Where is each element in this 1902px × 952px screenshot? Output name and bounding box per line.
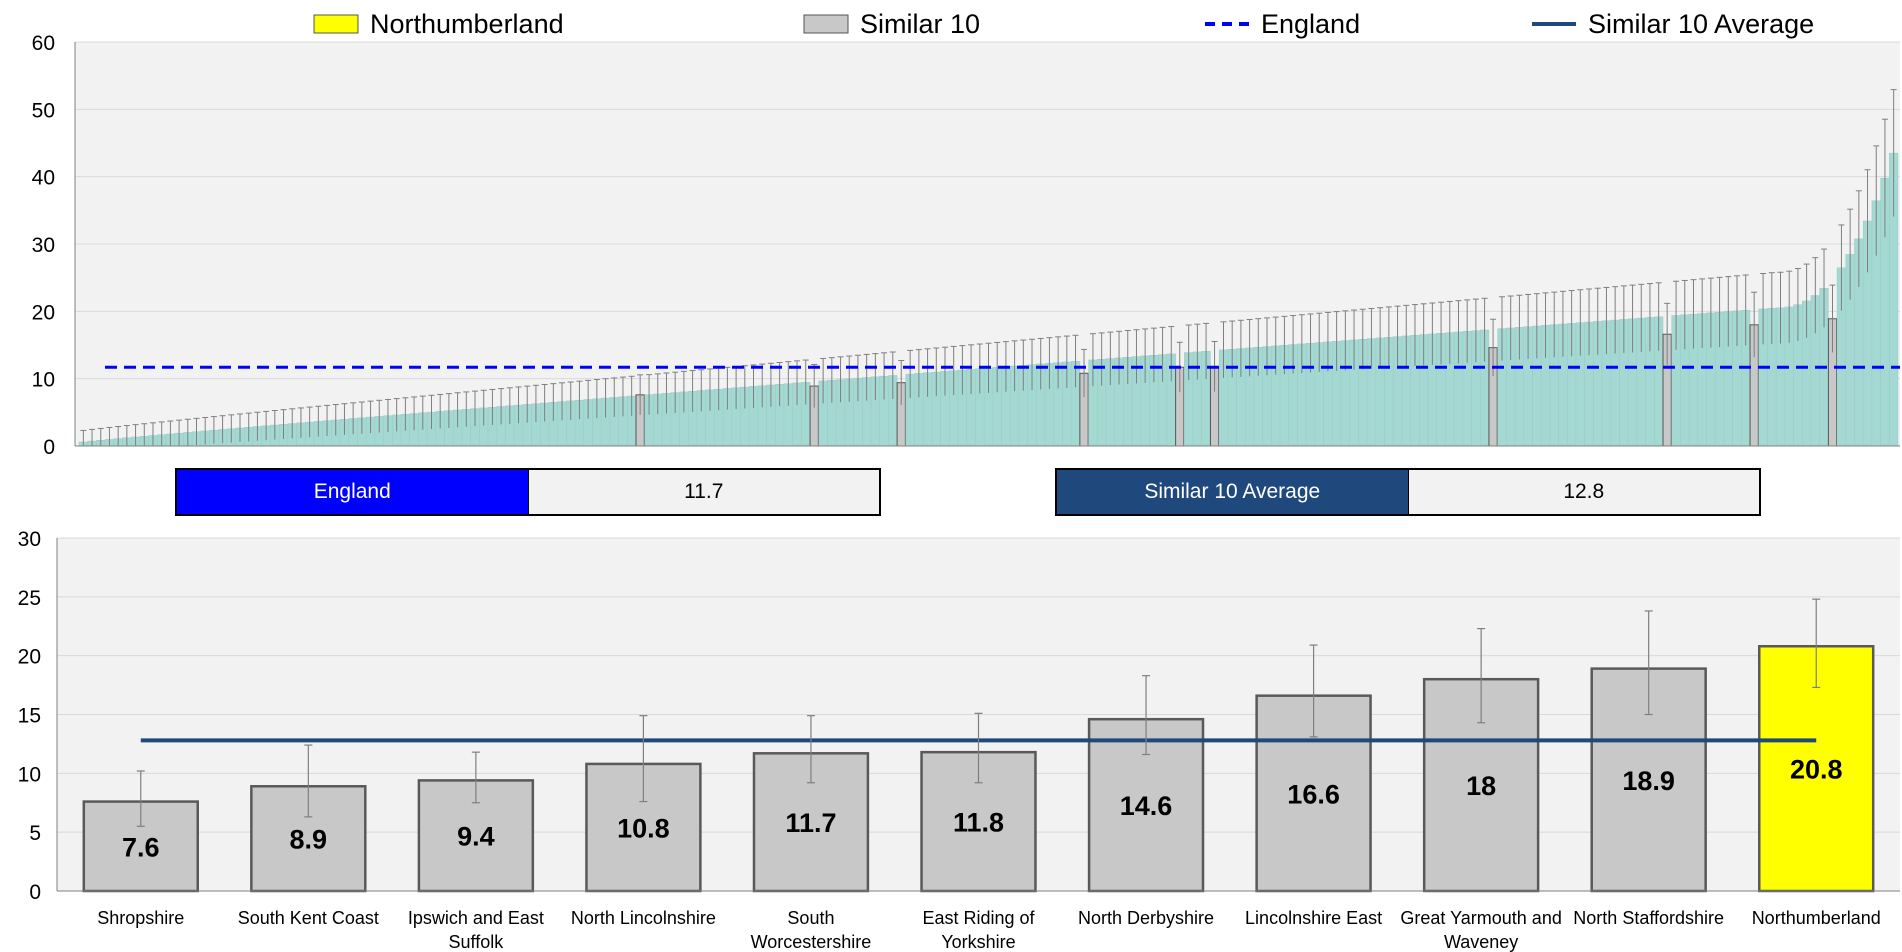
top-y-tick-label: 40 [32, 167, 55, 190]
bottom-value-label: 9.4 [457, 822, 495, 852]
x-tick-label: East Riding of Yorkshire [922, 908, 1035, 952]
bottom-value-label: 20.8 [1790, 755, 1843, 785]
bottom-y-tick-label: 25 [18, 587, 41, 610]
x-tick-label: Lincolnshire East [1245, 908, 1382, 928]
legend-swatch [313, 14, 359, 34]
legend-label: Similar 10 Average [1588, 9, 1814, 39]
bottom-chart: 0 5 10 15 20 25 30 7.6 8.9 9.4 10.8 11.7 11.8 14.6 16.… [18, 528, 1900, 952]
bottom-value-label: 16.6 [1287, 779, 1340, 809]
bottom-y-tick-label: 30 [18, 528, 41, 551]
similar-average-summary-label: Similar 10 Average [1057, 470, 1408, 514]
bottom-value-label: 7.6 [122, 832, 160, 862]
top-y-tick-label: 20 [32, 301, 55, 324]
bottom-y-tick-label: 10 [18, 763, 41, 786]
top-y-tick-label: 50 [32, 99, 55, 122]
x-tick-label: North Staffordshire [1573, 908, 1724, 928]
x-tick-label: Great Yarmouth and Waveney [1400, 908, 1561, 952]
x-tick-label: Shropshire [97, 908, 184, 928]
england-summary-label: England [177, 470, 528, 514]
bottom-y-tick-label: 15 [18, 705, 41, 728]
legend-label: Northumberland [370, 9, 564, 39]
bottom-value-label: 18 [1466, 771, 1496, 801]
top-legend: Northumberland Similar 10 England Similar 1… [313, 9, 1814, 39]
legend-label: Similar 10 [860, 9, 980, 39]
england-summary-box: England 11.7 [175, 468, 881, 516]
bottom-y-tick-label: 0 [29, 881, 41, 904]
x-tick-label: South Worcestershire [751, 908, 872, 952]
x-tick-label: North Derbyshire [1078, 908, 1214, 928]
top-y-tick-label: 30 [32, 234, 55, 257]
x-tick-label: Ipswich and East Suffolk [408, 908, 544, 952]
england-summary-value: 11.7 [527, 470, 879, 514]
bottom-y-tick-label: 20 [18, 646, 41, 669]
bottom-value-label: 10.8 [617, 813, 670, 843]
top-y-tick-label: 60 [32, 32, 55, 55]
bottom-y-tick-label: 5 [29, 822, 41, 845]
x-tick-label: Northumberland [1752, 908, 1881, 928]
top-y-tick-label: 10 [32, 369, 55, 392]
top-chart: 0 10 20 30 40 50 60 Northumberland Similar 10 Eng… [32, 9, 1900, 459]
bottom-value-label: 11.8 [953, 808, 1004, 838]
similar-average-summary-value: 12.8 [1407, 470, 1759, 514]
bottom-value-label: 18.9 [1622, 766, 1675, 796]
bottom-value-label: 8.9 [290, 825, 328, 855]
top-y-tick-label: 0 [43, 436, 55, 459]
legend-label: England [1261, 9, 1360, 39]
similar-average-summary-box: Similar 10 Average 12.8 [1055, 468, 1761, 516]
x-tick-label: South Kent Coast [238, 908, 379, 928]
bottom-value-label: 14.6 [1120, 791, 1173, 821]
bottom-value-label: 11.7 [785, 808, 836, 838]
legend-swatch [803, 14, 849, 34]
x-tick-label: North Lincolnshire [571, 908, 716, 928]
